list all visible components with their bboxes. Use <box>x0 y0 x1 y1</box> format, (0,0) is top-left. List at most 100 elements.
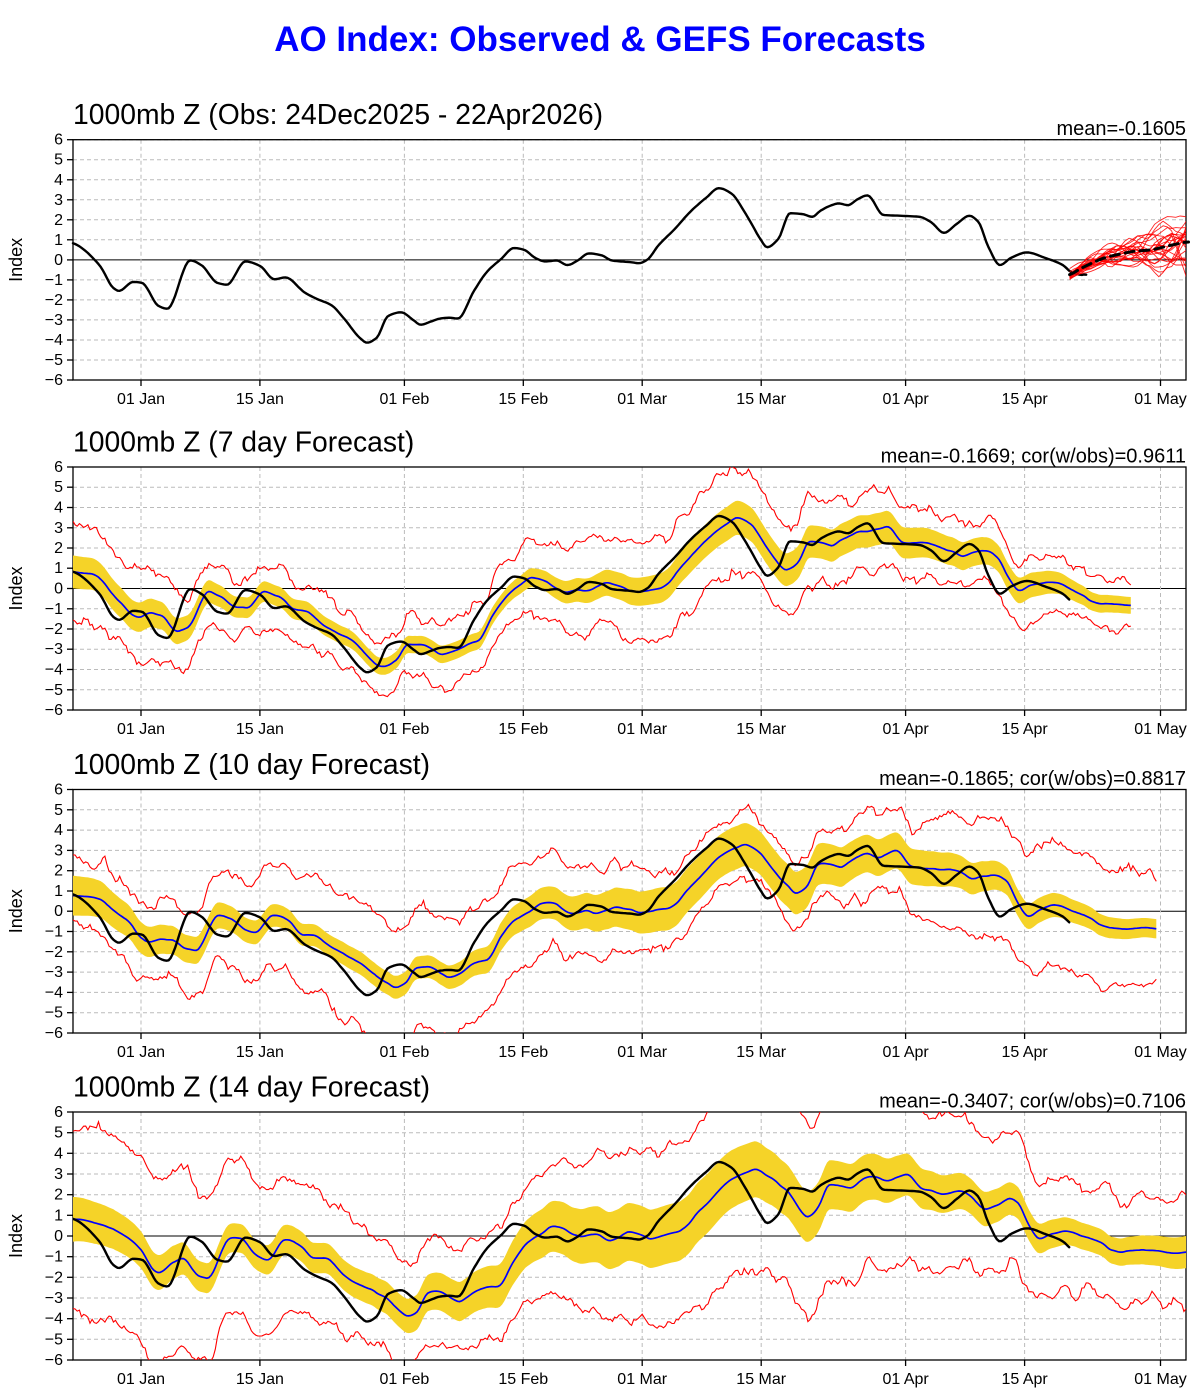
svg-text:01 Jan: 01 Jan <box>117 1044 165 1061</box>
svg-text:15 Mar: 15 Mar <box>736 1371 786 1388</box>
svg-text:15 Mar: 15 Mar <box>736 721 786 738</box>
svg-text:01 Jan: 01 Jan <box>117 1371 165 1388</box>
svg-text:15 Jan: 15 Jan <box>236 391 284 408</box>
svg-text:01 Feb: 01 Feb <box>379 1371 429 1388</box>
svg-text:1: 1 <box>54 560 63 577</box>
svg-text:3: 3 <box>54 520 63 537</box>
svg-text:−5: −5 <box>45 682 63 699</box>
svg-text:−3: −3 <box>45 964 63 981</box>
svg-text:1000mb Z (7 day Forecast): 1000mb Z (7 day Forecast) <box>73 426 414 458</box>
svg-text:−6: −6 <box>45 1025 63 1042</box>
svg-text:6: 6 <box>54 132 63 149</box>
svg-text:15 Jan: 15 Jan <box>236 1044 284 1061</box>
svg-text:15 Mar: 15 Mar <box>736 391 786 408</box>
svg-text:1: 1 <box>54 883 63 900</box>
svg-text:−2: −2 <box>45 1269 63 1286</box>
svg-text:15 Apr: 15 Apr <box>1001 1371 1048 1388</box>
svg-text:2: 2 <box>54 540 63 557</box>
svg-text:−2: −2 <box>45 944 63 961</box>
svg-text:01 May: 01 May <box>1134 721 1186 738</box>
svg-text:01 Mar: 01 Mar <box>617 391 667 408</box>
svg-text:4: 4 <box>54 500 63 517</box>
svg-text:5: 5 <box>54 152 63 169</box>
svg-text:−6: −6 <box>45 702 63 719</box>
svg-text:5: 5 <box>54 479 63 496</box>
svg-text:15 Feb: 15 Feb <box>498 721 548 738</box>
svg-text:Index: Index <box>6 889 26 933</box>
svg-text:−2: −2 <box>45 292 63 309</box>
svg-text:−4: −4 <box>45 984 63 1001</box>
svg-text:01 Feb: 01 Feb <box>379 1044 429 1061</box>
svg-text:15 Jan: 15 Jan <box>236 1371 284 1388</box>
svg-text:01 Apr: 01 Apr <box>882 391 929 408</box>
svg-text:3: 3 <box>54 842 63 859</box>
svg-text:6: 6 <box>54 1104 63 1121</box>
svg-text:mean=-0.1605: mean=-0.1605 <box>1056 118 1186 140</box>
svg-text:Index: Index <box>6 1214 26 1258</box>
svg-text:Index: Index <box>6 238 26 282</box>
svg-text:−1: −1 <box>45 1249 63 1266</box>
svg-text:15 Feb: 15 Feb <box>498 1044 548 1061</box>
svg-text:01 Feb: 01 Feb <box>379 721 429 738</box>
svg-text:mean=-0.1865; cor(w/obs)=0.881: mean=-0.1865; cor(w/obs)=0.8817 <box>879 768 1186 790</box>
svg-text:0: 0 <box>54 252 63 269</box>
svg-text:−1: −1 <box>45 601 63 618</box>
svg-text:01 Jan: 01 Jan <box>117 391 165 408</box>
svg-text:1000mb Z (10 day Forecast): 1000mb Z (10 day Forecast) <box>73 748 430 780</box>
svg-text:6: 6 <box>54 782 63 799</box>
svg-text:2: 2 <box>54 1187 63 1204</box>
svg-text:1000mb Z (Obs: 24Dec2025 - 22A: 1000mb Z (Obs: 24Dec2025 - 22Apr2026) <box>73 98 603 130</box>
svg-text:−5: −5 <box>45 1005 63 1022</box>
svg-text:−4: −4 <box>45 332 63 349</box>
svg-text:15 Apr: 15 Apr <box>1001 1044 1048 1061</box>
svg-text:01 Feb: 01 Feb <box>379 391 429 408</box>
svg-text:6: 6 <box>54 459 63 476</box>
svg-text:01 Mar: 01 Mar <box>617 1371 667 1388</box>
svg-text:Index: Index <box>6 566 26 610</box>
svg-text:−5: −5 <box>45 352 63 369</box>
svg-text:−4: −4 <box>45 1311 63 1328</box>
svg-text:2: 2 <box>54 212 63 229</box>
svg-text:−6: −6 <box>45 372 63 389</box>
svg-text:3: 3 <box>54 1166 63 1183</box>
svg-text:15 Apr: 15 Apr <box>1001 391 1048 408</box>
svg-text:15 Feb: 15 Feb <box>498 391 548 408</box>
svg-text:−4: −4 <box>45 662 63 679</box>
svg-text:5: 5 <box>54 802 63 819</box>
svg-text:1: 1 <box>54 232 63 249</box>
svg-text:2: 2 <box>54 863 63 880</box>
svg-text:01 May: 01 May <box>1134 391 1186 408</box>
svg-text:−3: −3 <box>45 1290 63 1307</box>
svg-text:0: 0 <box>54 903 63 920</box>
svg-text:−5: −5 <box>45 1331 63 1348</box>
svg-text:01 Apr: 01 Apr <box>882 721 929 738</box>
svg-text:5: 5 <box>54 1125 63 1142</box>
svg-text:−1: −1 <box>45 924 63 941</box>
svg-text:−6: −6 <box>45 1352 63 1369</box>
svg-text:15 Feb: 15 Feb <box>498 1371 548 1388</box>
svg-text:−3: −3 <box>45 641 63 658</box>
svg-text:15 Apr: 15 Apr <box>1001 721 1048 738</box>
svg-text:01 May: 01 May <box>1134 1044 1186 1061</box>
svg-text:3: 3 <box>54 192 63 209</box>
svg-text:−3: −3 <box>45 312 63 329</box>
svg-text:1000mb Z (14 day Forecast): 1000mb Z (14 day Forecast) <box>73 1071 430 1103</box>
svg-text:01 Mar: 01 Mar <box>617 1044 667 1061</box>
svg-text:01 May: 01 May <box>1134 1371 1186 1388</box>
svg-text:4: 4 <box>54 172 63 189</box>
svg-text:mean=-0.3407; cor(w/obs)=0.710: mean=-0.3407; cor(w/obs)=0.7106 <box>879 1091 1186 1113</box>
svg-text:4: 4 <box>54 822 63 839</box>
svg-text:0: 0 <box>54 581 63 598</box>
svg-text:15 Jan: 15 Jan <box>236 721 284 738</box>
svg-text:01 Apr: 01 Apr <box>882 1371 929 1388</box>
svg-text:01 Mar: 01 Mar <box>617 721 667 738</box>
svg-text:−1: −1 <box>45 272 63 289</box>
svg-text:01 Apr: 01 Apr <box>882 1044 929 1061</box>
svg-text:−2: −2 <box>45 621 63 638</box>
svg-text:1: 1 <box>54 1207 63 1224</box>
svg-text:4: 4 <box>54 1145 63 1162</box>
svg-text:mean=-0.1669; cor(w/obs)=0.961: mean=-0.1669; cor(w/obs)=0.9611 <box>881 446 1186 468</box>
svg-text:01 Jan: 01 Jan <box>117 721 165 738</box>
svg-text:0: 0 <box>54 1228 63 1245</box>
svg-text:15 Mar: 15 Mar <box>736 1044 786 1061</box>
